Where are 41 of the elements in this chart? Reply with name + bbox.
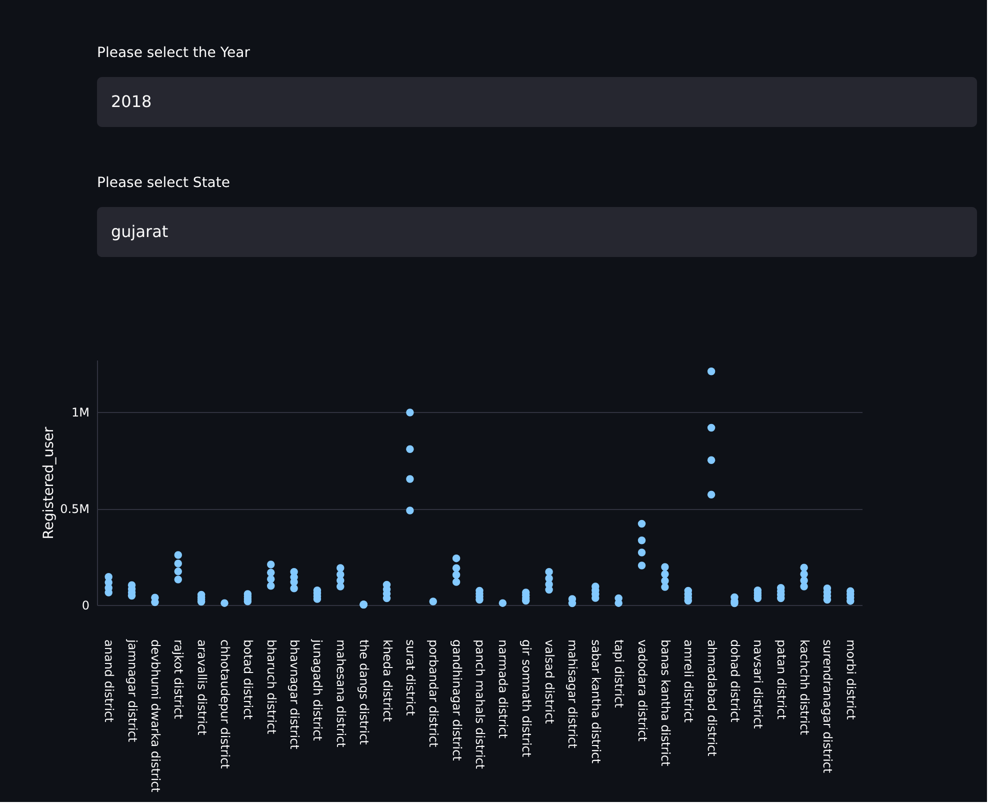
- x-tick-label: bhavnagar district: [288, 640, 302, 750]
- x-tick-label: surat district: [403, 640, 418, 716]
- x-tick-label: patan district: [774, 640, 788, 720]
- x-tick-label: sabar kantha district: [588, 640, 603, 764]
- x-tick-label: jamnagar district: [125, 638, 140, 742]
- x-tick-label: morbi district: [844, 640, 858, 720]
- x-tick-label: narmada district: [496, 640, 510, 739]
- x-tick-label: tapi district: [612, 640, 626, 708]
- x-tick-label: junagadh district: [310, 638, 325, 742]
- x-tick-label: anand district: [102, 640, 116, 723]
- x-tick-label: the dangs district: [357, 640, 372, 746]
- x-tick-label: mahisagar district: [566, 640, 580, 749]
- x-tick-label: banas kantha district: [658, 640, 672, 766]
- x-tick-label: amreli district: [682, 640, 696, 723]
- y-tick-label: 0: [82, 598, 90, 612]
- x-tick-label: navsari district: [751, 640, 766, 730]
- y-tick-label: 1M: [72, 406, 90, 420]
- x-tick-label: bharuch district: [264, 640, 278, 734]
- x-tick-label: porbandar district: [426, 640, 441, 748]
- x-tick-label: valsad district: [542, 640, 557, 724]
- x-tick-label: kachchh district: [798, 640, 812, 736]
- x-tick-label: kheda district: [380, 640, 394, 722]
- text: Please select the Year: [97, 45, 250, 61]
- x-tick-label: rajkot district: [172, 640, 186, 720]
- x-tick-label: devbhumi dwarka district: [148, 640, 162, 793]
- x-tick-label: gir somnath district: [519, 640, 534, 758]
- x-tick-label: mahesana district: [334, 640, 348, 748]
- x-tick-label: aravallis district: [194, 640, 209, 736]
- text: gujarat: [111, 222, 168, 241]
- x-tick-label: botad district: [241, 640, 256, 720]
- x-tick-label: ahmadabad district: [704, 640, 719, 757]
- text: 2018: [111, 92, 152, 111]
- x-tick-label: panch mahals district: [473, 640, 487, 770]
- text: Please select State: [97, 175, 230, 191]
- x-tick-label: dohad district: [728, 640, 742, 723]
- x-tick-label: vadodara district: [635, 640, 650, 742]
- x-tick-label: surendranagar district: [820, 640, 835, 774]
- y-axis-title: Registered_user: [41, 426, 58, 540]
- x-tick-label: gandhinagar district: [450, 640, 464, 762]
- x-tick-label: chhotaudepur district: [218, 640, 232, 770]
- y-tick-label: 0.5M: [60, 502, 90, 516]
